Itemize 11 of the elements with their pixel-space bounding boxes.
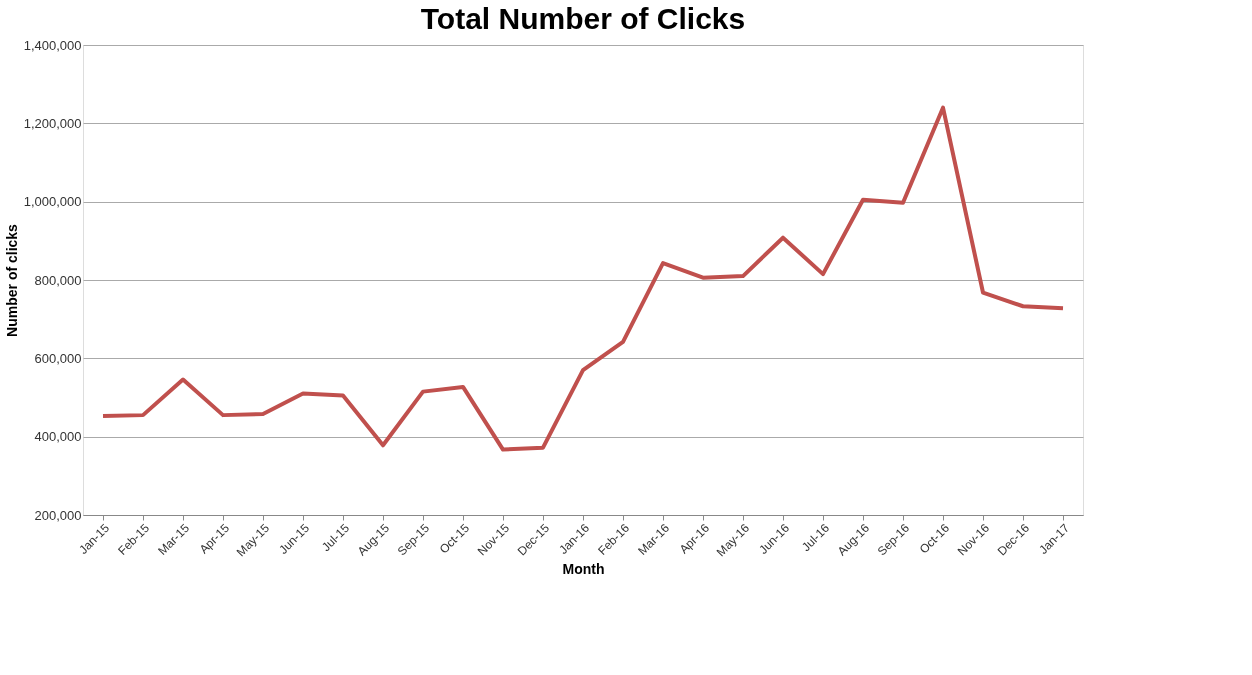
line-series <box>101 105 1065 452</box>
y-tick-label: 800,000 <box>34 272 82 288</box>
x-axis-title: Month <box>562 560 605 577</box>
y-tick-label: 1,000,000 <box>23 194 82 210</box>
y-tick-label: 400,000 <box>34 429 82 445</box>
y-axis-title: Number of clicks <box>3 223 20 337</box>
y-tick-label: 200,000 <box>34 507 82 523</box>
y-tick-label: 1,200,000 <box>23 115 82 131</box>
chart-title: Total Number of Clicks <box>420 2 746 35</box>
y-tick-label: 1,400,000 <box>23 37 82 53</box>
y-tick-label: 600,000 <box>34 350 82 366</box>
